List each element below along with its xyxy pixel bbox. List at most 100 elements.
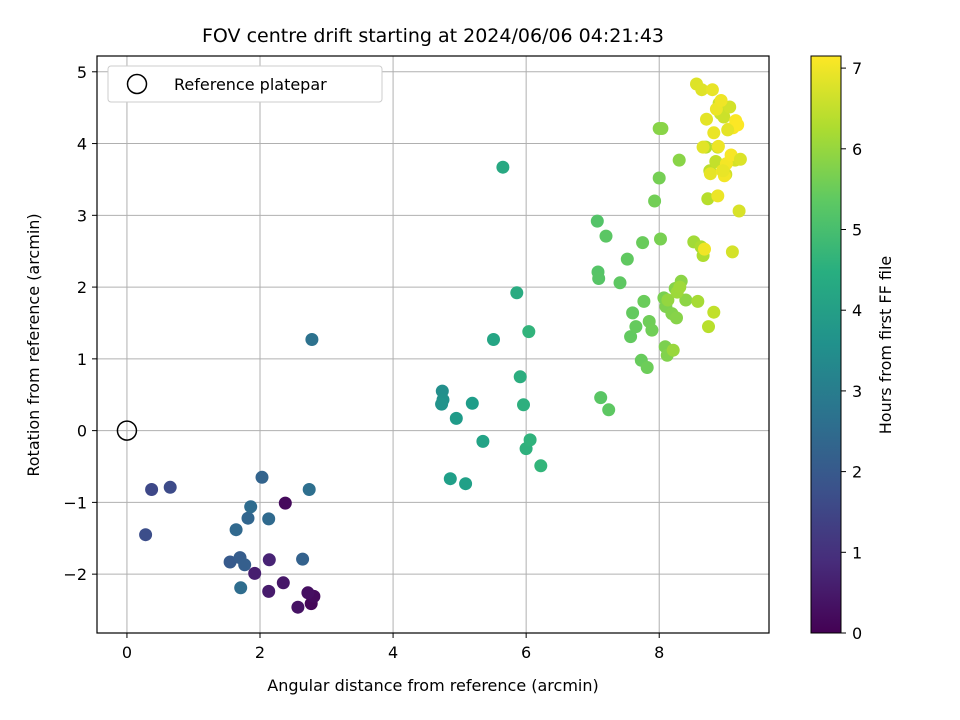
data-point [278, 496, 292, 510]
data-point [517, 398, 530, 412]
colorbar-tick-label: 5 [852, 221, 862, 240]
data-point [654, 232, 667, 246]
data-point [705, 83, 719, 97]
x-tick-label: 8 [654, 643, 664, 662]
data-point [709, 155, 723, 168]
data-point [629, 320, 643, 334]
data-point [262, 584, 276, 598]
data-point [725, 245, 739, 259]
data-point [244, 500, 258, 514]
data-point [305, 333, 319, 346]
data-point [223, 555, 237, 569]
data-point [234, 581, 248, 595]
data-point [707, 305, 721, 319]
data-point [703, 167, 717, 181]
y-tick-label: 1 [77, 350, 87, 369]
data-point [702, 320, 715, 334]
data-point [661, 293, 675, 307]
y-tick-label: 2 [77, 278, 87, 297]
colorbar-tick-label: 1 [852, 543, 862, 562]
data-point [670, 311, 683, 325]
reference-point-marker [116, 420, 138, 441]
colorbar-tick-label: 0 [852, 624, 862, 643]
data-point [666, 343, 680, 357]
data-point [301, 586, 315, 600]
data-point [701, 192, 715, 206]
data-point [513, 370, 527, 384]
data-point [626, 306, 640, 320]
data-point [435, 397, 449, 411]
data-point [523, 433, 537, 447]
data-point [229, 523, 243, 537]
data-point [139, 528, 153, 542]
colorbar-ticks: 0 1 2 3 4 5 6 7 [841, 59, 862, 643]
data-point [522, 325, 536, 339]
data-point [732, 204, 746, 218]
data-point [534, 459, 548, 473]
colorbar-tick-label: 7 [852, 59, 862, 78]
colorbar-gradient [810, 55, 842, 634]
x-tick-label: 6 [521, 643, 531, 662]
y-tick-label: −2 [63, 565, 87, 584]
colorbar-title: Hours from first FF file [876, 256, 895, 435]
data-point [476, 434, 490, 448]
data-point [640, 361, 654, 374]
data-point [302, 483, 316, 496]
y-axis-ticks: −2 −1 0 1 2 3 4 5 [63, 63, 97, 584]
data-point [695, 83, 709, 97]
data-point [449, 411, 463, 425]
legend-marker-icon [126, 73, 148, 95]
data-point [163, 480, 177, 494]
data-point [652, 171, 666, 185]
data-point [592, 272, 606, 285]
data-point [679, 293, 693, 307]
data-point [145, 483, 159, 496]
legend-box [107, 65, 383, 103]
data-point [648, 194, 662, 208]
y-tick-label: 4 [77, 135, 87, 154]
data-point [276, 576, 290, 590]
data-point [262, 553, 276, 567]
data-point [673, 280, 687, 294]
colorbar-tick-label: 2 [852, 463, 862, 482]
data-point [636, 236, 650, 250]
data-point [459, 477, 473, 491]
data-point [711, 139, 725, 153]
data-point [637, 294, 651, 308]
data-point [714, 94, 728, 107]
data-point [655, 122, 669, 135]
data-point [645, 323, 659, 337]
data-point [255, 470, 269, 484]
plot-frame [96, 55, 770, 634]
x-tick-label: 2 [255, 643, 265, 662]
data-point [599, 229, 613, 243]
data-point [248, 566, 262, 580]
legend-label: Reference platepar [174, 75, 327, 94]
data-point [613, 276, 627, 290]
data-point [716, 164, 730, 178]
data-point [698, 242, 711, 256]
scatter-points [139, 77, 747, 614]
data-point [721, 123, 735, 137]
x-axis-ticks: 0 2 4 6 8 [122, 633, 664, 662]
x-tick-label: 0 [122, 643, 132, 662]
data-point [465, 396, 479, 410]
data-point [443, 472, 457, 486]
y-tick-label: 0 [77, 422, 87, 441]
data-point [700, 112, 713, 126]
data-point [733, 152, 747, 166]
data-point [487, 333, 500, 346]
y-tick-label: −1 [63, 493, 87, 512]
data-point [291, 600, 305, 614]
x-tick-label: 4 [388, 643, 398, 662]
x-axis-title: Angular distance from reference (arcmin) [267, 676, 598, 695]
data-point [590, 214, 604, 228]
data-point [594, 391, 608, 405]
data-point [624, 330, 638, 344]
y-axis-title: Rotation from reference (arcmin) [24, 213, 43, 476]
data-point [496, 160, 510, 174]
y-tick-label: 3 [77, 206, 87, 225]
y-tick-label: 5 [77, 63, 87, 82]
colorbar-tick-label: 4 [852, 301, 862, 320]
